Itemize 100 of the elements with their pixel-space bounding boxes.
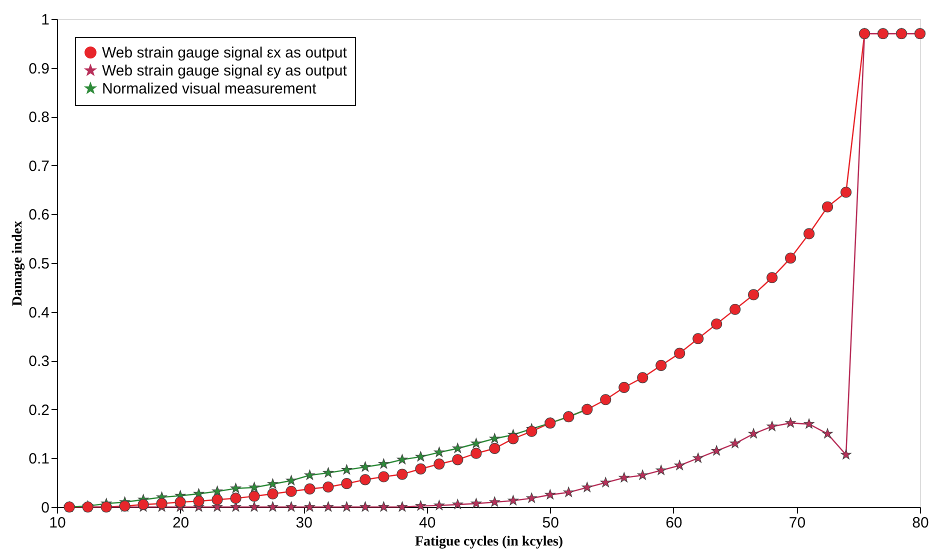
point (248, 490, 260, 502)
point (267, 501, 278, 512)
point (489, 496, 500, 507)
point (730, 438, 740, 448)
point (766, 420, 778, 432)
point (230, 492, 242, 504)
point (341, 501, 352, 512)
point (692, 452, 704, 463)
point (434, 458, 445, 470)
point (489, 442, 500, 454)
point (674, 348, 686, 359)
legend-label: Web strain gauge signal εx as output (102, 44, 348, 62)
y-tick-label: 0.2 (28, 402, 50, 419)
point (452, 499, 463, 510)
point (526, 492, 537, 503)
point (341, 478, 352, 490)
point (711, 318, 722, 330)
point (193, 496, 204, 507)
x-tick-label: 50 (542, 514, 559, 532)
point (378, 458, 389, 469)
point (840, 186, 852, 198)
point (656, 464, 666, 475)
point (248, 501, 260, 512)
point (489, 433, 500, 444)
y-tick-label: 0.4 (28, 304, 50, 322)
point (582, 482, 592, 492)
point (804, 228, 815, 240)
point (656, 360, 667, 372)
point (156, 498, 168, 510)
point (822, 201, 834, 212)
point (378, 471, 390, 482)
point (415, 500, 426, 511)
point (452, 442, 463, 453)
legend-label: Normalized visual measurement (102, 80, 318, 98)
point (600, 394, 612, 406)
point (286, 501, 297, 512)
point (785, 418, 796, 428)
point (434, 500, 444, 510)
x-axis-title: Fatigue cycles (in kcyles) (414, 534, 564, 550)
point (452, 454, 464, 466)
point (637, 372, 648, 384)
point (840, 449, 852, 460)
y-tick-label: 0.3 (28, 353, 50, 370)
point (322, 481, 334, 493)
point (748, 289, 760, 300)
point (434, 446, 444, 457)
y-tick-label: 0.9 (28, 60, 50, 78)
point (470, 498, 482, 508)
point (378, 501, 389, 512)
point (526, 426, 538, 437)
point (748, 428, 759, 438)
point (600, 477, 611, 488)
x-tick-label: 80 (912, 514, 929, 532)
y-tick-label: 1 (41, 12, 50, 28)
y-tick-label: 0.6 (28, 206, 50, 224)
point (341, 464, 352, 474)
point (212, 486, 223, 496)
point (396, 468, 408, 480)
point (360, 461, 370, 472)
point (618, 382, 630, 393)
point (674, 460, 685, 470)
y-tick-label: 0 (41, 500, 50, 516)
point (470, 438, 482, 448)
y-tick-label: 0.7 (28, 158, 50, 175)
point (766, 272, 778, 284)
point (212, 494, 223, 506)
point (637, 470, 648, 480)
point (508, 433, 519, 444)
point (304, 483, 316, 494)
point (692, 333, 704, 344)
point (730, 304, 741, 315)
point (230, 482, 242, 494)
point (304, 470, 316, 480)
y-tick-label: 0.1 (28, 450, 50, 468)
point (563, 486, 574, 497)
x-tick-label: 60 (666, 514, 682, 532)
point (174, 496, 186, 508)
legend-label: Web strain gauge signal εy as output (102, 62, 348, 80)
point (304, 501, 316, 512)
point (286, 475, 297, 486)
x-tick-label: 10 (49, 514, 66, 532)
x-tick-label: 20 (172, 514, 190, 532)
point (711, 445, 722, 456)
point (415, 451, 426, 462)
point (544, 489, 556, 500)
point (267, 488, 278, 500)
point (785, 252, 796, 264)
point (618, 472, 630, 482)
y-tick-label: 0.8 (28, 109, 50, 126)
point (360, 474, 371, 486)
point (286, 486, 297, 497)
point (396, 501, 408, 512)
point (248, 482, 260, 492)
point (822, 428, 833, 438)
point (322, 467, 334, 478)
x-tick-label: 40 (419, 514, 436, 532)
point (322, 501, 334, 512)
x-tick-label: 30 (296, 514, 312, 532)
point (508, 495, 518, 506)
point (470, 448, 482, 459)
